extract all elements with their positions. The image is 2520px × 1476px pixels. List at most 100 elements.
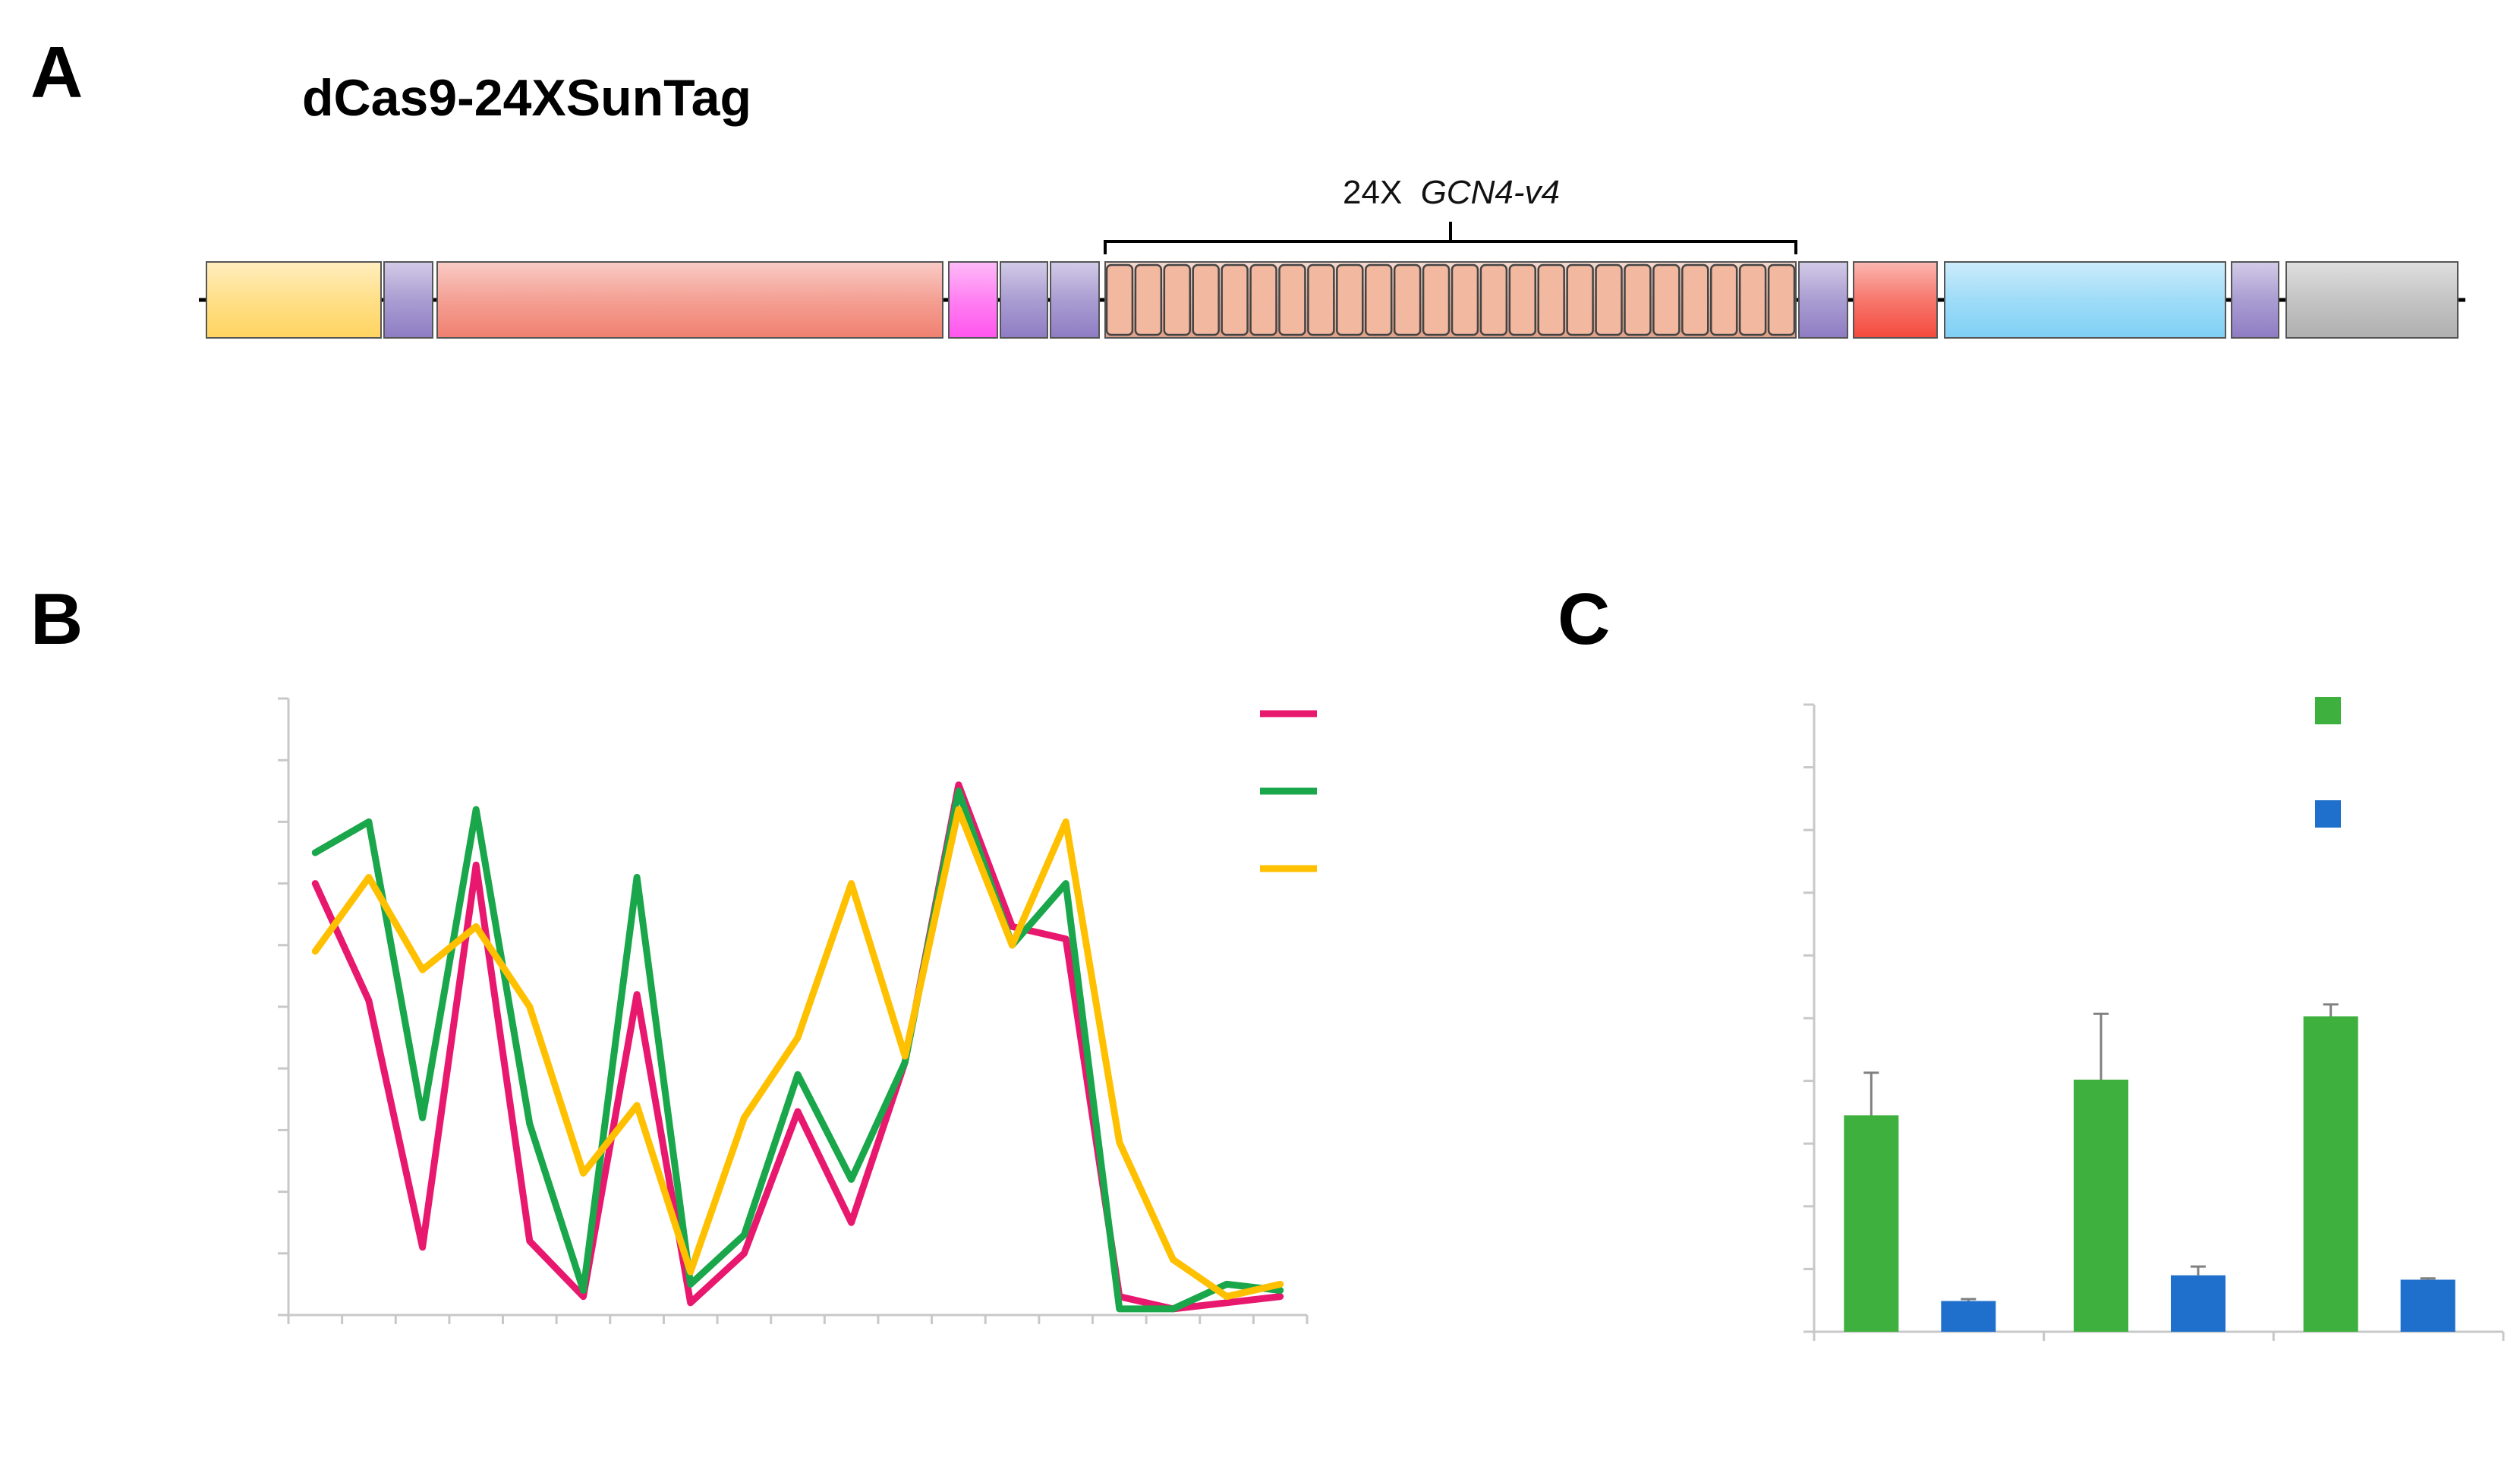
repeat-unit <box>1422 263 1451 336</box>
data-point-r887e <box>1226 1295 1228 1298</box>
data-point-k844e <box>475 809 477 811</box>
data-point-r887e <box>1011 944 1013 946</box>
repeat-unit <box>1710 263 1738 336</box>
repeat-unit <box>1508 263 1537 336</box>
data-point-r887e <box>689 1271 691 1273</box>
data-point-r831e <box>797 1111 799 1113</box>
data-point-r887e <box>1118 1141 1120 1143</box>
data-point-r831e <box>421 1246 424 1248</box>
legend-swatch-vegfa <box>2315 800 2341 828</box>
repeat-unit <box>1738 263 1767 336</box>
repeat-label-prefix: 24X <box>1343 174 1402 211</box>
data-point-k844e <box>636 876 638 878</box>
data-point-r831e <box>475 864 477 866</box>
data-point-r831e <box>1279 1295 1281 1298</box>
repeat-unit <box>1595 263 1623 336</box>
segment-nls-4 <box>1000 261 1048 339</box>
data-point-r831e <box>689 1301 691 1304</box>
data-point-r887e <box>314 950 317 952</box>
repeat-unit <box>1336 263 1364 336</box>
segment-p2a-8 <box>1853 261 1938 339</box>
repeat-unit <box>1624 263 1652 336</box>
construct-title: dCas9-24XSunTag <box>302 69 751 127</box>
data-point-r887e <box>797 1036 799 1039</box>
repeat-unit <box>1192 263 1220 336</box>
repeat-unit <box>1278 263 1306 336</box>
segment-ha-3 <box>948 261 998 339</box>
data-point-r887e <box>904 1055 906 1057</box>
data-point-k844e <box>1226 1283 1228 1285</box>
data-point-r831e <box>743 1252 745 1254</box>
data-point-r887e <box>1172 1258 1174 1260</box>
repeat-unit <box>1537 263 1565 336</box>
data-point-r887e <box>850 882 852 885</box>
repeat-unit <box>1393 263 1422 336</box>
data-point-k844e <box>1065 882 1067 885</box>
line-chart <box>278 697 1317 1324</box>
panel-b-letter: B <box>30 579 83 660</box>
data-point-r887e <box>1279 1283 1281 1285</box>
data-point-k844e <box>743 1234 745 1236</box>
panel-c-letter: C <box>1558 579 1610 660</box>
repeat-bracket <box>1104 222 1797 254</box>
segment-nls-5 <box>1050 261 1100 339</box>
bar-isg15 <box>2303 1016 2358 1332</box>
bar-isg15 <box>2074 1079 2128 1332</box>
data-point-k844e <box>367 821 370 823</box>
segment-nls-1 <box>383 261 433 339</box>
repeat-label: 24X GCN4-v4 <box>1343 174 1560 211</box>
data-point-r831e <box>850 1222 852 1224</box>
data-point-k844e <box>582 1289 584 1292</box>
data-point-k844e <box>1172 1307 1174 1310</box>
data-point-r887e <box>367 876 370 878</box>
data-point-r887e <box>636 1104 638 1106</box>
repeat-unit <box>1163 263 1192 336</box>
data-point-r831e <box>1226 1301 1228 1304</box>
data-point-r831e <box>528 1240 531 1242</box>
data-point-r887e <box>743 1117 745 1119</box>
repeat-unit <box>1767 263 1796 336</box>
repeat-unit <box>1451 263 1479 336</box>
repeat-unit <box>1249 263 1277 336</box>
segment-tagbfp-9 <box>1944 261 2226 339</box>
repeat-unit <box>1566 263 1594 336</box>
bar-vegfa <box>1941 1301 1996 1332</box>
segment-nls-10 <box>2231 261 2279 339</box>
data-point-r887e <box>582 1172 584 1175</box>
repeat-unit <box>1365 263 1393 336</box>
data-point-r831e <box>314 882 317 885</box>
data-point-r831e <box>1065 938 1067 940</box>
bar-vegfa <box>2400 1279 2455 1332</box>
segment-nls-7 <box>1798 261 1848 339</box>
series-line-k844e <box>311 787 1284 1313</box>
data-point-k844e <box>904 1061 906 1064</box>
repeat-unit <box>1307 263 1335 336</box>
data-point-k844e <box>797 1074 799 1076</box>
data-point-r831e <box>957 784 959 786</box>
data-point-k844e <box>1118 1307 1120 1310</box>
repeat-unit <box>1134 263 1163 336</box>
repeat-unit <box>1221 263 1249 336</box>
data-point-k844e <box>421 1117 424 1119</box>
repeat-unit <box>1681 263 1709 336</box>
segment-dcas9-2 <box>436 261 943 339</box>
bar-vegfa <box>2171 1275 2225 1332</box>
panel-a-letter: A <box>30 32 83 113</box>
data-point-k844e <box>957 790 959 792</box>
legend-swatch-isg15 <box>2315 697 2341 724</box>
series-line-r831e <box>311 781 1284 1313</box>
data-point-r831e <box>367 999 370 1001</box>
data-point-k844e <box>1279 1289 1281 1292</box>
data-point-k844e <box>314 852 317 853</box>
data-point-k844e <box>850 1178 852 1181</box>
data-point-r831e <box>636 993 638 995</box>
repeat-label-gene: GCN4-v4 <box>1421 174 1560 211</box>
bar-chart <box>1803 697 2505 1341</box>
data-point-r831e <box>582 1295 584 1298</box>
bar-isg15 <box>1844 1115 1899 1332</box>
data-point-r887e <box>528 1006 531 1008</box>
segment-repeat-6 <box>1104 261 1797 339</box>
data-point-r887e <box>957 809 959 811</box>
data-point-r887e <box>475 926 477 928</box>
